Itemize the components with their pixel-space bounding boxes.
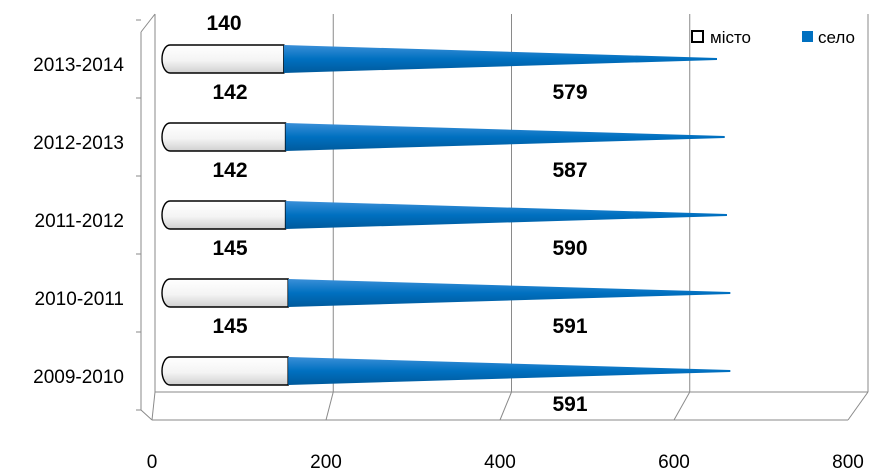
data-label-misto: 145	[212, 237, 247, 260]
legend-label-misto: місто	[710, 28, 751, 47]
data-label-misto: 145	[212, 315, 247, 338]
data-label-selo: 587	[552, 159, 587, 182]
data-label-selo: 590	[552, 237, 587, 260]
y-category-label: 2013-2014	[33, 55, 124, 76]
legend-swatch-misto	[691, 30, 704, 43]
floor-gridline	[499, 391, 512, 421]
y-category-label: 2012-2013	[33, 133, 124, 154]
x-tick-label: 400	[484, 452, 516, 473]
legend-swatch-selo	[802, 31, 813, 42]
data-label-misto: 142	[212, 159, 247, 182]
x-tick-label: 200	[310, 452, 342, 473]
bar-misto	[161, 278, 289, 308]
y-category-label: 2011-2012	[35, 211, 124, 232]
data-label-selo: 579	[552, 81, 587, 104]
x-tick-label: 800	[832, 452, 864, 473]
floor-gridline	[151, 391, 156, 421]
data-label-misto-top: 140	[206, 12, 241, 35]
bar-misto	[161, 200, 287, 230]
data-label-selo: 591	[552, 315, 587, 338]
y-category-label: 2010-2011	[35, 289, 124, 310]
floor-gridline	[673, 391, 691, 421]
bar-selo	[283, 45, 718, 73]
legend-label-selo: село	[818, 28, 855, 47]
bar-selo	[288, 357, 731, 385]
y-category-label: 2009-2010	[33, 367, 124, 388]
floor-gridline	[847, 391, 869, 421]
bar-selo	[285, 201, 727, 229]
bar-selo	[288, 279, 731, 307]
data-label-selo: 591	[552, 393, 587, 416]
bar-misto	[161, 122, 287, 152]
x-tick-label: 0	[147, 452, 158, 473]
x-tick-label: 600	[658, 452, 690, 473]
side-wall-bottom-edge	[140, 409, 153, 421]
side-wall-top-edge	[140, 13, 156, 33]
bar-misto	[161, 44, 285, 74]
data-label-misto: 142	[212, 81, 247, 104]
bar-selo	[285, 123, 725, 151]
floor-gridline	[325, 391, 334, 421]
bar-misto	[161, 356, 289, 386]
